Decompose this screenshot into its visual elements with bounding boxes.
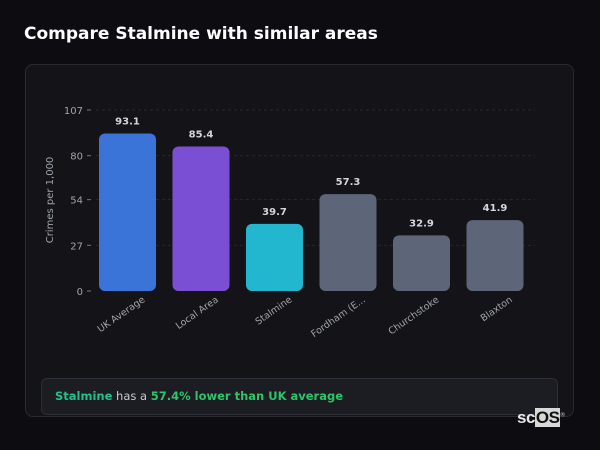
bar-value-label: 39.7	[262, 207, 287, 218]
bar[interactable]	[99, 133, 156, 291]
bar[interactable]	[319, 194, 377, 291]
y-tick-label: 107	[64, 106, 83, 117]
bar-value-label: 32.9	[409, 218, 434, 229]
summary-middle: has a	[112, 389, 151, 403]
comparison-summary: Stalmine has a 57.4% lower than UK avera…	[41, 378, 558, 415]
bar-value-label: 41.9	[483, 203, 508, 214]
x-tick-label: Churchstoke	[386, 294, 441, 337]
bar[interactable]	[393, 235, 450, 291]
summary-highlight: 57.4% lower than UK average	[150, 389, 343, 403]
bar[interactable]	[172, 146, 230, 291]
x-tick-label: Fordham (E...	[309, 294, 367, 339]
scos-logo: scOS®	[517, 408, 565, 427]
summary-subject: Stalmine	[55, 389, 113, 403]
page-title: Compare Stalmine with similar areas	[24, 24, 378, 44]
bar[interactable]	[466, 220, 524, 291]
y-tick-label: 0	[77, 287, 83, 298]
y-tick-label: 80	[70, 152, 83, 163]
bar-value-label: 57.3	[336, 177, 361, 188]
y-tick-label: 54	[70, 196, 83, 207]
bar-value-label: 85.4	[189, 130, 214, 141]
y-tick-label: 27	[70, 241, 83, 252]
bar-value-label: 93.1	[115, 117, 140, 128]
x-tick-label: UK Average	[96, 294, 148, 335]
x-tick-label: Local Area	[174, 294, 221, 331]
x-tick-label: Blaxton	[479, 294, 515, 324]
bar[interactable]	[246, 223, 303, 291]
x-tick-label: Stalmine	[254, 294, 295, 327]
y-axis-label: Crimes per 1,000	[45, 157, 56, 244]
